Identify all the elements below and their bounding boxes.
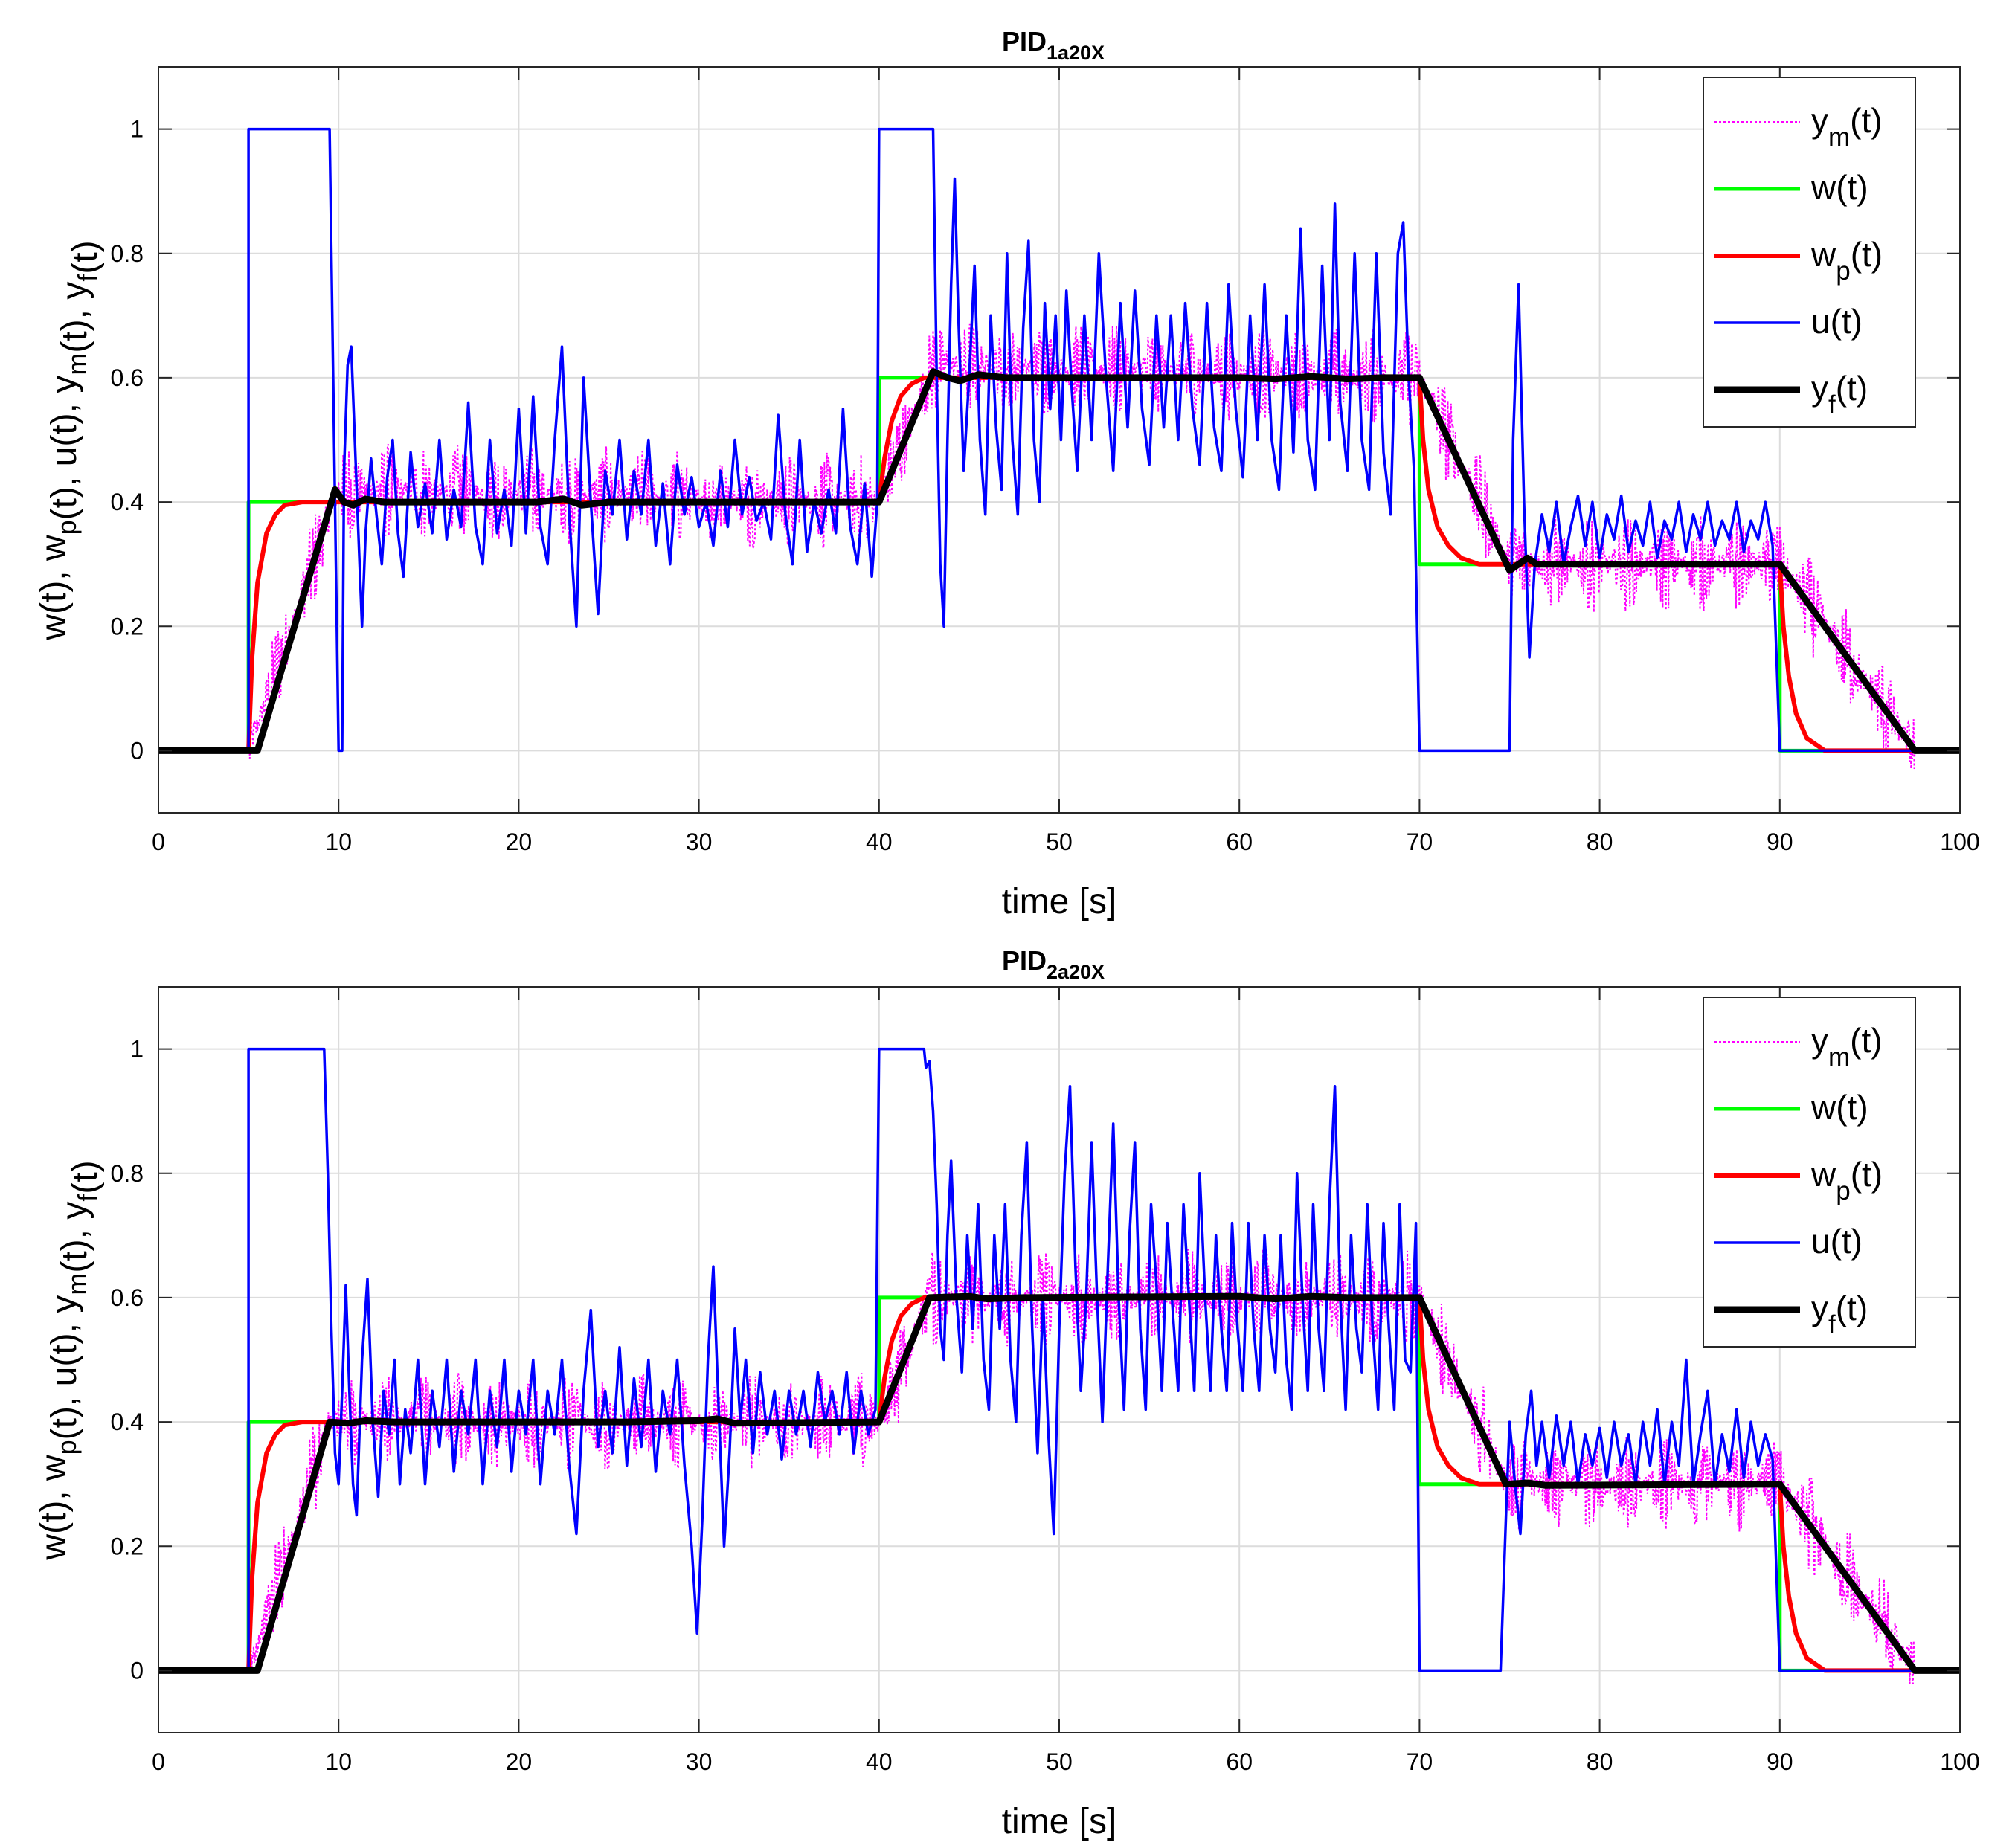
y-tick-label: 0.6 xyxy=(111,1284,144,1311)
x-tick-label: 60 xyxy=(1226,1748,1253,1775)
x-tick-label: 30 xyxy=(686,1748,713,1775)
x-tick-label: 10 xyxy=(325,828,352,855)
legend-label-w: w(t) xyxy=(1810,1088,1868,1127)
y-tick-label: 1 xyxy=(130,116,144,143)
y-axis-label: w(t), wp(t), u(t), ym(t), yf(t) xyxy=(34,240,105,640)
legend: ym(t) w(t) wp(t) u(t) yf(t) xyxy=(1703,997,1916,1348)
y-tick-label: 0 xyxy=(130,1657,144,1684)
chart-pid-2a20x: PID2a20X 0 10 20 30 40 50 60 70 80 90 100 00.20.40… xyxy=(34,945,1980,1841)
legend-box xyxy=(1703,77,1916,428)
x-tick-label: 70 xyxy=(1407,828,1433,855)
x-tick-labels: 0 10 20 30 40 50 60 70 80 90 100 xyxy=(152,987,1980,1775)
legend-label-yf: yf(t) xyxy=(1811,1289,1868,1339)
x-tick-label: 80 xyxy=(1587,828,1613,855)
x-tick-label: 0 xyxy=(152,828,165,855)
x-tick-labels: 0 10 20 30 40 50 60 70 80 90 100 xyxy=(152,67,1980,855)
series-layer xyxy=(158,127,1960,770)
y-tick-label: 0.8 xyxy=(111,1160,144,1187)
y-tick-label: 0.6 xyxy=(111,364,144,391)
y-tick-labels: 0 0.2 0.4 0.6 0.8 1 xyxy=(111,116,1960,764)
x-tick-label: 100 xyxy=(1940,828,1979,855)
x-tick-label: 40 xyxy=(866,1748,893,1775)
x-axis-label: time [s] xyxy=(1002,882,1117,921)
legend-box xyxy=(1703,997,1916,1348)
series-yf xyxy=(158,1292,1960,1674)
legend-label-ym: ym(t) xyxy=(1811,1021,1883,1072)
x-tick-label: 10 xyxy=(325,1748,352,1775)
x-tick-label: 40 xyxy=(866,828,893,855)
y-tick-label: 1 xyxy=(130,1036,144,1063)
x-tick-label: 80 xyxy=(1587,1748,1613,1775)
x-tick-label: 30 xyxy=(686,828,713,855)
legend-label-wp: wp(t) xyxy=(1810,235,1883,286)
x-tick-label: 20 xyxy=(506,1748,533,1775)
x-axis-label: time [s] xyxy=(1002,1802,1117,1841)
legend-label-yf: yf(t) xyxy=(1811,369,1868,419)
legend-label-w: w(t) xyxy=(1810,168,1868,207)
series-ym xyxy=(158,323,1960,770)
legend-label-u: u(t) xyxy=(1811,302,1863,341)
x-tick-label: 50 xyxy=(1046,828,1073,855)
x-tick-label: 20 xyxy=(506,828,533,855)
legend: ym(t) w(t) wp(t) u(t) yf(t) xyxy=(1703,77,1916,428)
y-tick-labels: 0 0.2 0.4 0.6 0.8 1 xyxy=(111,1036,1960,1684)
x-tick-label: 70 xyxy=(1407,1748,1433,1775)
x-tick-label: 50 xyxy=(1046,1748,1073,1775)
x-tick-label: 0 xyxy=(152,1748,165,1775)
series-layer xyxy=(158,1047,1960,1684)
chart-pid-1a20x: PID1a20X 0 10 20 30 40 50 60 70 80 90 100 00.20.40… xyxy=(34,26,1980,921)
y-tick-label: 0 xyxy=(130,737,144,764)
legend-label-ym: ym(t) xyxy=(1811,101,1883,152)
y-tick-label: 0.8 xyxy=(111,240,144,267)
legend-label-u: u(t) xyxy=(1811,1222,1863,1261)
legend-label-wp: wp(t) xyxy=(1810,1155,1883,1205)
series-yf xyxy=(158,368,1960,754)
chart-title: PID1a20X xyxy=(1002,26,1105,64)
chart-title: PID2a20X xyxy=(1002,945,1105,983)
x-tick-label: 90 xyxy=(1767,1748,1793,1775)
y-tick-label: 0.4 xyxy=(111,1408,144,1435)
x-tick-label: 100 xyxy=(1940,1748,1979,1775)
x-tick-label: 60 xyxy=(1226,828,1253,855)
y-tick-label: 0.2 xyxy=(111,613,144,640)
y-tick-label: 0.4 xyxy=(111,489,144,515)
y-axis-label: w(t), wp(t), u(t), ym(t), yf(t) xyxy=(34,1160,105,1560)
y-tick-label: 0.2 xyxy=(111,1533,144,1559)
x-tick-label: 90 xyxy=(1767,828,1793,855)
series-ym xyxy=(158,1249,1960,1684)
